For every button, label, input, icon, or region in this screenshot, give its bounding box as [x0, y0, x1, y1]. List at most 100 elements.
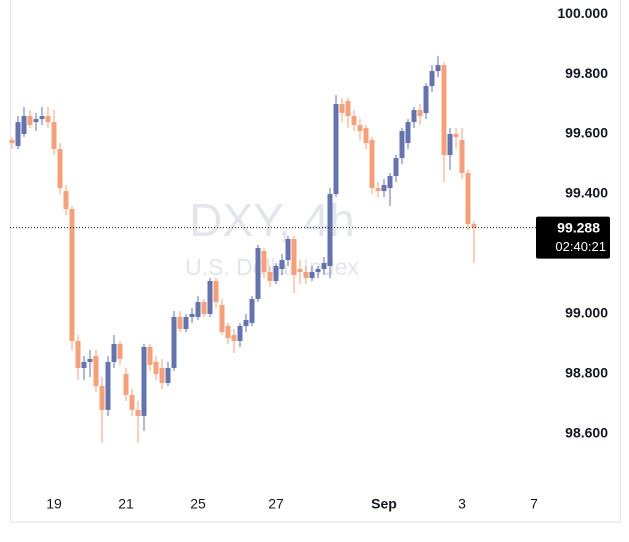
candle — [27, 110, 33, 129]
candle-body — [363, 128, 369, 144]
candle-body — [315, 268, 321, 272]
candle-body — [411, 110, 417, 123]
candle — [315, 265, 321, 278]
candle-body — [309, 271, 315, 278]
candle — [171, 310, 177, 371]
candle — [345, 98, 351, 129]
candle — [309, 265, 315, 281]
candle — [261, 247, 267, 278]
candle-body — [303, 271, 309, 278]
candle-body — [423, 86, 429, 114]
candle — [195, 295, 201, 320]
candle — [285, 236, 291, 266]
y-tick-label: 98.800 — [565, 365, 608, 381]
candle-body — [57, 149, 63, 189]
candle-body — [285, 239, 291, 260]
candle — [93, 349, 99, 392]
candle — [225, 322, 231, 344]
candle-body — [345, 101, 351, 117]
candle-body — [369, 140, 375, 189]
candle — [249, 295, 255, 326]
watermark-title: DXY, 4h — [189, 194, 354, 246]
x-tick-label: Sep — [371, 496, 397, 512]
candle-body — [327, 194, 333, 266]
candle-body — [273, 265, 279, 281]
candle — [159, 358, 165, 389]
x-tick-label: 7 — [530, 496, 538, 512]
candle — [147, 343, 153, 371]
candle-body — [45, 116, 51, 123]
candle — [213, 277, 219, 308]
x-tick-label: 27 — [268, 496, 284, 512]
candle — [87, 349, 93, 377]
candle — [417, 104, 423, 126]
candle-body — [171, 316, 177, 368]
x-tick-label: 21 — [118, 496, 134, 512]
candle — [15, 116, 21, 150]
candle-body — [21, 116, 27, 135]
candle-body — [459, 140, 465, 174]
candle-body — [417, 110, 423, 117]
candle — [423, 83, 429, 120]
candle — [471, 221, 477, 263]
candle — [111, 334, 117, 368]
candle-body — [387, 176, 393, 189]
candle-body — [123, 373, 129, 395]
candle-body — [15, 122, 21, 147]
candle — [267, 265, 273, 287]
candle-body — [105, 361, 111, 410]
candle-body — [297, 268, 303, 272]
candle-body — [9, 140, 15, 144]
candle — [279, 253, 285, 275]
candle — [435, 56, 441, 78]
candle — [441, 62, 447, 183]
candle — [327, 188, 333, 278]
candle-body — [201, 301, 207, 314]
candle-body — [441, 65, 447, 156]
y-tick-label: 99.400 — [565, 185, 608, 201]
candle-body — [393, 158, 399, 177]
candle — [141, 343, 147, 431]
candle-body — [447, 134, 453, 156]
candle — [453, 128, 459, 150]
candle-body — [39, 116, 45, 120]
candle — [363, 125, 369, 150]
x-tick-label: 19 — [46, 496, 62, 512]
candle — [255, 245, 261, 302]
candle — [177, 310, 183, 332]
candle-body — [279, 259, 285, 269]
candle-body — [81, 361, 87, 368]
candle — [81, 355, 87, 380]
candle — [273, 262, 279, 284]
candle-body — [333, 104, 339, 195]
candle — [51, 110, 57, 156]
candle — [123, 367, 129, 401]
candle-body — [357, 125, 363, 132]
candle-body — [339, 104, 345, 114]
x-tick-label: 25 — [190, 496, 206, 512]
candle — [351, 110, 357, 132]
candle-body — [399, 131, 405, 159]
candle — [459, 128, 465, 180]
candle-body — [471, 224, 477, 228]
candle — [303, 265, 309, 284]
candle-body — [291, 239, 297, 275]
candle — [69, 206, 75, 350]
candle — [375, 182, 381, 198]
candle — [369, 137, 375, 195]
candle-body — [225, 325, 231, 338]
candle — [183, 313, 189, 332]
candle-body — [267, 271, 273, 281]
candle-body — [75, 340, 81, 368]
candle — [45, 107, 51, 129]
candle — [135, 400, 141, 443]
candle-body — [147, 346, 153, 365]
candle-body — [249, 298, 255, 323]
candle — [465, 170, 471, 231]
candle — [321, 256, 327, 275]
candle-body — [189, 313, 195, 317]
candle-body — [177, 316, 183, 329]
candle — [57, 143, 63, 195]
candle-body — [255, 247, 261, 299]
